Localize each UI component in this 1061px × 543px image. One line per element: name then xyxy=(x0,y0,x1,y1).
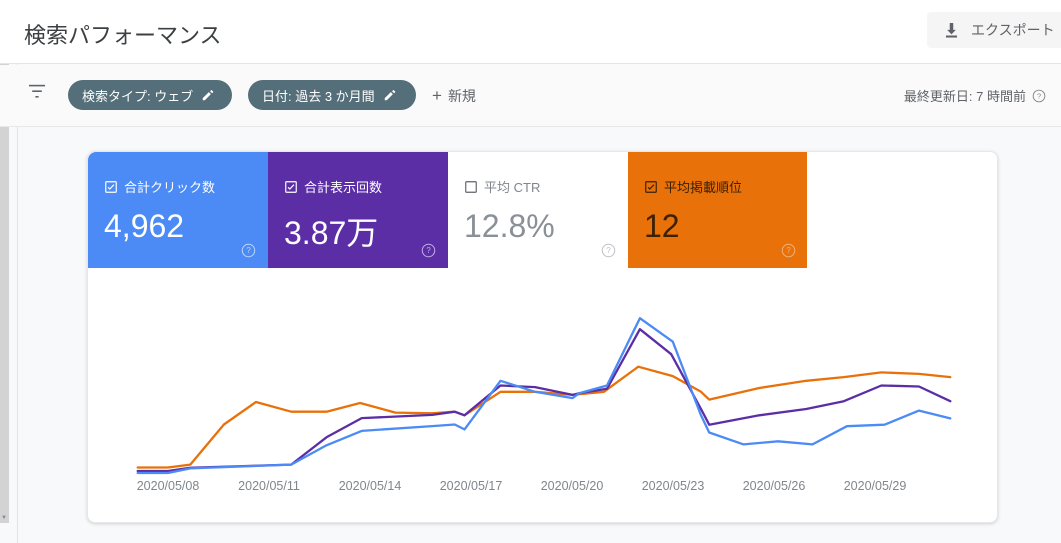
svg-text:?: ? xyxy=(1037,91,1041,100)
